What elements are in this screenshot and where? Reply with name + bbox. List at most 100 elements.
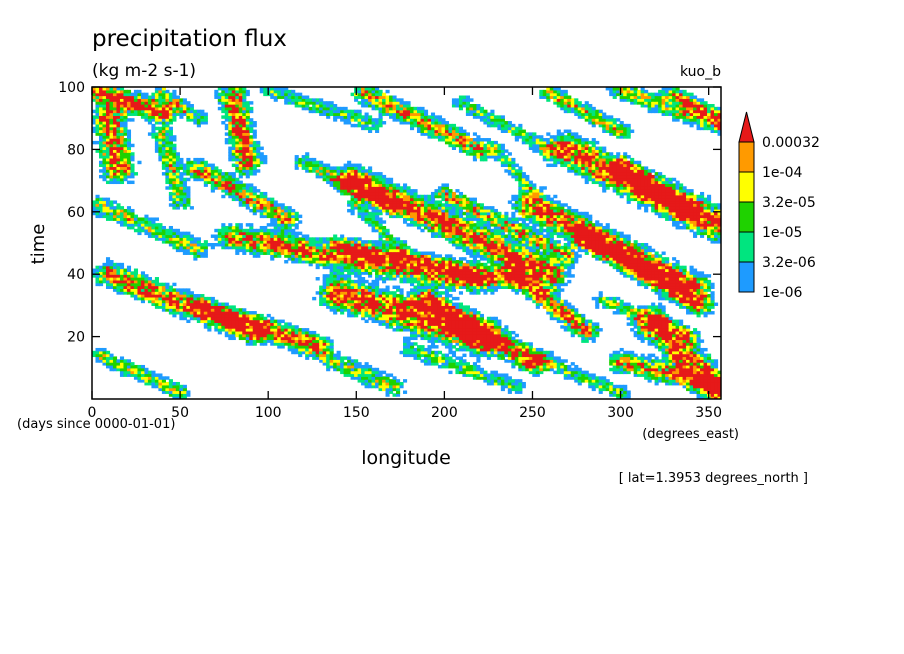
heatmap-cell <box>689 359 694 363</box>
heatmap-cell <box>637 328 642 332</box>
heatmap-cell <box>357 251 362 255</box>
heatmap-cell <box>451 325 457 329</box>
heatmap-cell <box>301 333 306 338</box>
heatmap-cell <box>221 245 226 250</box>
heatmap-cell <box>556 362 561 366</box>
heatmap-cell <box>511 359 516 363</box>
heatmap-cell <box>588 248 593 253</box>
heatmap-cell <box>399 291 404 295</box>
heatmap-cell <box>616 311 621 315</box>
heatmap-cell <box>458 237 464 241</box>
heatmap-cell <box>644 277 649 281</box>
heatmap-cell <box>661 294 666 298</box>
heatmap-cell <box>556 359 561 363</box>
heatmap-cell <box>633 265 638 270</box>
heatmap-cell <box>647 336 652 341</box>
heatmap-cell <box>133 271 139 275</box>
heatmap-cell <box>563 248 568 253</box>
heatmap-cell <box>252 325 257 329</box>
heatmap-cell <box>416 274 422 278</box>
heatmap-cell <box>490 342 495 346</box>
heatmap-cell <box>619 254 624 258</box>
heatmap-cell <box>514 248 519 253</box>
heatmap-cell <box>518 245 523 250</box>
heatmap-cell <box>553 260 558 264</box>
heatmap-cell <box>658 277 663 281</box>
heatmap-cell <box>273 319 278 324</box>
heatmap-cell <box>420 302 425 306</box>
heatmap-cell <box>693 333 698 338</box>
heatmap-cell <box>476 248 481 253</box>
heatmap-cell <box>651 302 656 306</box>
heatmap-cell <box>423 313 429 318</box>
heatmap-cell <box>637 373 642 377</box>
heatmap-cell <box>514 268 519 272</box>
heatmap-cell <box>651 282 656 287</box>
heatmap-cell <box>354 265 359 270</box>
heatmap-cell <box>605 296 610 301</box>
heatmap-cell <box>637 279 642 284</box>
heatmap-cell <box>361 279 366 284</box>
heatmap-cell <box>623 302 628 306</box>
heatmap-cell <box>469 237 474 241</box>
heatmap-cell <box>182 393 187 397</box>
heatmap-cell <box>553 364 558 369</box>
heatmap-cell <box>245 333 250 338</box>
heatmap-cell <box>661 325 666 329</box>
heatmap-cell <box>700 373 705 377</box>
heatmap-cell <box>154 277 159 281</box>
heatmap-cell <box>609 390 614 394</box>
heatmap-cell <box>633 240 638 244</box>
heatmap-cell <box>448 330 453 335</box>
heatmap-cell <box>668 322 673 326</box>
heatmap-cell <box>392 277 397 281</box>
heatmap-cell <box>340 262 345 267</box>
heatmap-cell <box>654 376 659 380</box>
heatmap-cell <box>315 345 320 349</box>
heatmap-cell <box>483 291 488 295</box>
heatmap-cell <box>661 271 666 275</box>
heatmap-cell <box>633 373 638 377</box>
heatmap-cell <box>119 356 125 360</box>
heatmap-cell <box>598 237 603 241</box>
heatmap-cell <box>298 243 303 247</box>
heatmap-cell <box>242 245 247 250</box>
heatmap-cell <box>707 285 712 289</box>
heatmap-cell <box>546 367 551 372</box>
heatmap-cell <box>525 291 530 295</box>
heatmap-cell <box>409 288 415 292</box>
heatmap-cell <box>368 240 373 244</box>
heatmap-cell <box>196 308 201 312</box>
heatmap-cell <box>434 313 439 318</box>
heatmap-cell <box>633 353 638 358</box>
heatmap-cell <box>665 282 670 287</box>
heatmap-cell <box>277 245 282 250</box>
heatmap-cell <box>696 359 701 363</box>
heatmap-cell <box>556 282 561 287</box>
heatmap-cell <box>420 353 425 358</box>
heatmap-cell <box>186 251 191 255</box>
heatmap-cell <box>224 305 229 309</box>
heatmap-cell <box>458 330 464 335</box>
heatmap-cell <box>514 379 519 383</box>
heatmap-cell <box>322 282 327 287</box>
heatmap-cell <box>532 279 537 284</box>
heatmap-cell <box>336 279 341 284</box>
heatmap-cell <box>532 370 537 375</box>
heatmap-cell <box>403 322 408 326</box>
heatmap-cell <box>437 319 443 324</box>
heatmap-cell <box>490 274 495 278</box>
heatmap-cell <box>399 322 404 326</box>
heatmap-cell <box>532 347 537 352</box>
heatmap-cell <box>420 319 425 324</box>
heatmap-cell <box>479 350 484 355</box>
heatmap-cell <box>483 353 488 358</box>
heatmap-cell <box>532 277 537 281</box>
heatmap-cell <box>602 251 607 255</box>
heatmap-cell <box>675 268 680 272</box>
heatmap-cell <box>549 353 554 358</box>
heatmap-cell <box>294 328 299 332</box>
heatmap-cell <box>539 271 544 275</box>
heatmap-cell <box>287 251 292 255</box>
heatmap-cell <box>389 308 394 312</box>
